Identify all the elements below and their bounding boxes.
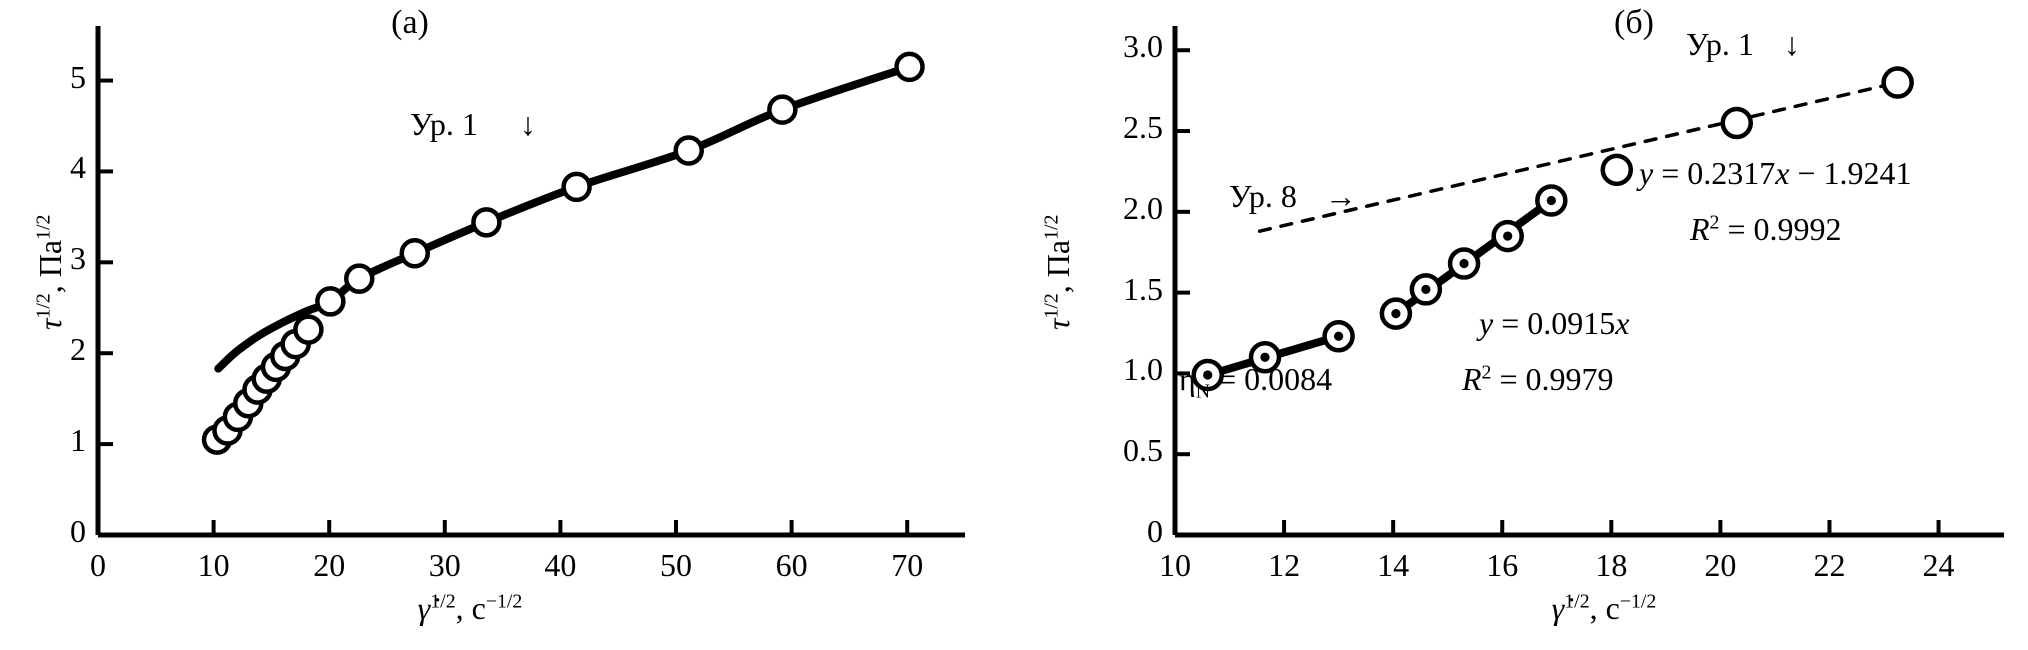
trend-line-dashed	[1257, 80, 1900, 233]
panel-b-equation-ur1: y = 0.2317x − 1.9241	[1639, 155, 1912, 191]
panel-b: (б) Ур. 1 ↓ Ур. 8 → y = 0.2317x − 1.9241…	[1014, 0, 2028, 650]
xtick-label: 20	[313, 547, 346, 583]
data-point-marker	[673, 135, 704, 166]
ytick-label: 1.0	[1123, 351, 1163, 388]
ytick-label: 0.5	[1123, 432, 1163, 469]
xtick-label: 12	[1268, 547, 1301, 583]
ytick-label: 2	[70, 331, 86, 368]
ytick-label: 1.5	[1123, 270, 1163, 307]
data-point-center-dot	[1203, 370, 1213, 380]
panel-b-xaxis-title: γ̇1/2, c−1/2	[1551, 590, 1657, 626]
data-point-marker	[471, 207, 502, 238]
xtick-label: 70	[891, 547, 924, 583]
panel-b-annotation-ur1-arrow-icon: ↓	[1783, 26, 1800, 62]
xtick-label: 30	[428, 547, 461, 583]
panel-b-label: (б)	[1614, 4, 1654, 41]
xtick-label: 18	[1595, 547, 1628, 583]
ytick-label: 0	[70, 513, 86, 549]
panel-b-r2-ur1: R2 = 0.9992	[1690, 211, 1842, 247]
data-point-center-dot	[1546, 195, 1556, 206]
xtick-label: 60	[775, 547, 808, 583]
panel-b-annotation-ur1: Ур. 1 ↓	[1686, 28, 1800, 60]
xtick-label: 16	[1486, 547, 1519, 583]
data-point-marker	[894, 51, 925, 83]
xtick-label: 50	[660, 547, 692, 583]
data-point-center-dot	[1333, 331, 1344, 341]
data-point-marker	[344, 263, 375, 294]
xtick-label: 10	[1159, 547, 1191, 583]
data-point-marker	[1720, 106, 1754, 140]
panel-a-annotation-arrow-icon: ↓	[519, 106, 536, 142]
ytick-label: 4	[70, 149, 86, 186]
ytick-label: 2.5	[1123, 109, 1163, 146]
panel-a-annotation-ur1: Ур. 1 ↓	[410, 108, 536, 140]
ytick-label: 1	[70, 422, 86, 459]
ytick-label: 3.0	[1123, 28, 1163, 65]
panel-a-xaxis-title: γ̇1/2, c−1/2	[417, 590, 523, 626]
ytick-label: 0	[1147, 513, 1163, 549]
xtick-label: 10	[197, 547, 230, 583]
panel-b-r2-ur8: R2 = 0.9979	[1462, 361, 1614, 397]
xtick-label: 24	[1922, 547, 1955, 583]
data-point-center-dot	[1421, 284, 1431, 295]
ytick-label: 2.0	[1123, 189, 1163, 226]
data-point-marker	[315, 286, 346, 317]
panel-b-plot	[1172, 26, 2004, 538]
ytick-label: 5	[70, 58, 86, 95]
data-point-marker	[293, 314, 324, 345]
panel-b-annotation-ur1-text: Ур. 1	[1686, 26, 1754, 62]
panel-a-annotation-ur1-text: Ур. 1	[410, 106, 478, 142]
data-point-marker	[561, 171, 592, 203]
data-point-marker	[1881, 66, 1914, 99]
data-point-marker	[767, 94, 798, 125]
ytick-label: 3	[70, 240, 86, 277]
data-point-center-dot	[1391, 309, 1401, 319]
panel-b-annotation-ur8: Ур. 8 →	[1229, 180, 1357, 212]
data-point-center-dot	[1503, 231, 1513, 241]
xtick-label: 22	[1813, 547, 1846, 583]
data-point-center-dot	[1459, 258, 1469, 269]
fit-curve	[214, 62, 914, 373]
panel-a-plot	[95, 26, 965, 538]
panel-a: (a) Ур. 1 ↓ τ1/2, Па1/2 γ̇1/2, c−1/2 0 10…	[32, 4, 965, 626]
panel-b-equation-ur8: y = 0.0915x	[1479, 305, 1630, 341]
data-point-center-dot	[1260, 352, 1270, 362]
panel-b-annotation-ur8-arrow-icon: →	[1324, 178, 1357, 214]
panel-b-annotation-ur8-text: Ур. 8	[1229, 178, 1297, 214]
xtick-label: 14	[1377, 547, 1410, 583]
panel-a-label: (a)	[391, 4, 429, 41]
panel-b-eta-n: ηN = 0.0084	[1179, 361, 1333, 403]
xtick-label: 20	[1704, 547, 1737, 583]
data-point-marker	[1600, 153, 1634, 187]
xtick-label: 0	[90, 547, 106, 583]
data-point-marker	[399, 237, 430, 269]
xtick-label: 40	[544, 547, 577, 583]
